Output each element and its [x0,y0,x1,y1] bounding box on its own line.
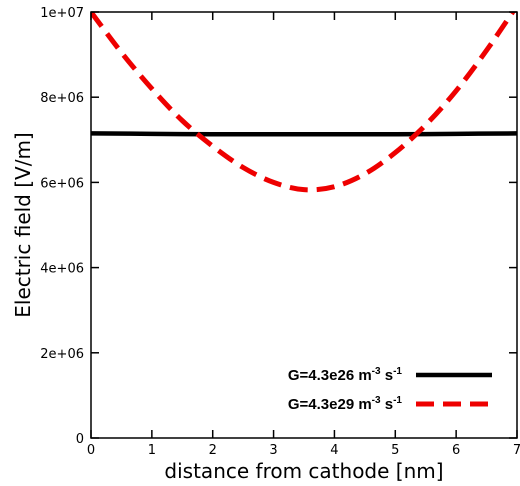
series-line-1 [91,131,517,137]
x-tick-label: 5 [391,443,399,458]
y-axis-ticks: 0 2e+06 4e+06 6e+06 8e+06 1e+07 [40,6,517,447]
y-axis-title: Electric field [V/m] [11,132,35,318]
y-tick-label: 1e+07 [40,6,84,21]
x-tick-label: 3 [269,443,277,458]
plot-lines [91,12,517,193]
plot-frame [90,11,518,439]
y-tick-label: 0 [76,432,84,447]
legend-label-1: G=4.3e26 m-3 s-1 [288,366,403,384]
x-tick-label: 7 [513,443,520,458]
y-tick-label: 4e+06 [40,262,84,277]
x-tick-label: 1 [148,443,156,458]
x-axis-ticks: 0 1 2 3 4 5 6 7 [87,12,520,458]
legend-label-2: G=4.3e29 m-3 s-1 [288,395,403,413]
x-tick-label: 2 [209,443,217,458]
x-tick-label: 6 [452,443,460,458]
y-tick-label: 8e+06 [40,91,84,106]
legend: G=4.3e26 m-3 s-1 G=4.3e29 m-3 s-1 [288,366,492,413]
y-tick-label: 2e+06 [40,347,84,362]
x-tick-label: 4 [330,443,338,458]
series-line-2 [91,12,516,193]
x-tick-label: 0 [87,443,95,458]
x-axis-title: distance from cathode [nm] [164,459,443,483]
y-tick-label: 6e+06 [40,176,84,191]
